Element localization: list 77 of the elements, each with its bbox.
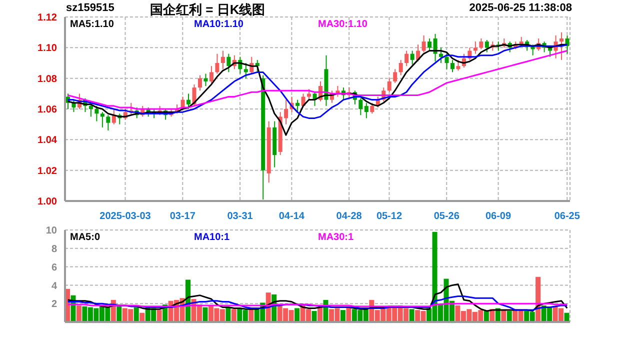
bar: [76, 305, 82, 322]
candlestick: [186, 93, 191, 110]
x-tick-label: 06-09: [485, 211, 512, 222]
y-tick-label: 6: [51, 262, 58, 274]
candlestick: [422, 34, 426, 53]
bar: [156, 310, 162, 322]
text: MA5:0: [70, 232, 102, 243]
x-tick-label: 05-12: [376, 211, 402, 222]
candlestick: [88, 104, 93, 118]
bar: [506, 310, 512, 322]
x-tick-label: 03-17: [170, 211, 196, 222]
candlestick: [209, 66, 214, 84]
x-tick-label: 04-14: [278, 211, 305, 222]
bar: [340, 310, 346, 322]
x-tick-label: 2025-03-03: [100, 211, 152, 222]
text: MA30:1: [318, 232, 355, 243]
candlestick: [450, 59, 454, 73]
y-tick-label: 8: [51, 244, 58, 255]
candlestick: [370, 102, 374, 114]
candlestick: [204, 73, 208, 86]
candlestick: [307, 88, 312, 100]
bar: [116, 306, 122, 322]
candlestick: [479, 38, 484, 50]
y-tick-label: 1.06: [38, 104, 58, 116]
candlestick: [428, 38, 432, 52]
bar: [202, 307, 208, 322]
line-series: [67, 295, 568, 311]
candlestick: [410, 50, 414, 66]
candlestick: [398, 59, 403, 76]
y-tick-label: 1.00: [38, 196, 58, 208]
candlestick: [416, 44, 420, 62]
candlestick: [100, 112, 104, 128]
bar: [312, 310, 317, 322]
candlestick: [393, 68, 398, 84]
y-tick-label: 1.08: [38, 74, 58, 85]
x-tick-label: 05-26: [434, 211, 460, 222]
candlestick: [244, 62, 248, 79]
x-tick-label: 04-28: [336, 211, 362, 222]
y-tick-label: 1.10: [38, 43, 58, 54]
chart-title: 国企红利 = 日K线图: [150, 1, 266, 19]
chart-subtitle: sz159515: [66, 2, 114, 14]
text: MA30:1.10: [318, 19, 368, 30]
bar: [134, 307, 139, 322]
candlestick: [444, 53, 449, 70]
candlestick: [198, 74, 202, 92]
candlestick: [358, 98, 363, 116]
candlestick: [106, 114, 110, 131]
candlestick: [226, 53, 231, 73]
text: MA10:1: [194, 232, 231, 243]
candlestick: [215, 53, 220, 74]
candlestick: [112, 108, 116, 125]
candlestick: [220, 50, 225, 70]
candlestick: [404, 50, 409, 67]
y-tick-label: 1.02: [38, 166, 58, 177]
text: 2025-06-25 11:38:08: [469, 2, 572, 14]
bar: [409, 309, 414, 322]
text: MA10:1.10: [194, 19, 244, 30]
candlestick: [484, 40, 489, 53]
y-tick-label: 1.04: [38, 135, 58, 146]
candlestick: [364, 102, 368, 119]
x-tick-label: 06-25: [554, 211, 580, 222]
text: MA5:1.10: [70, 19, 115, 30]
candlestick: [387, 78, 392, 93]
candlestick: [296, 99, 300, 113]
x-tick-label: 03-31: [227, 211, 254, 222]
y-tick-label: 2: [51, 299, 58, 310]
candlestick: [433, 33, 438, 62]
candlestick: [94, 105, 99, 122]
candlestick: [560, 32, 564, 60]
bar: [231, 309, 236, 322]
y-tick-label: 4: [51, 280, 58, 292]
candlestick: [439, 47, 444, 64]
y-tick-label: 1.12: [38, 12, 58, 24]
bar: [294, 308, 300, 322]
y-tick-label: 10: [46, 226, 58, 237]
candlestick: [473, 41, 478, 54]
candlestick: [456, 59, 460, 72]
